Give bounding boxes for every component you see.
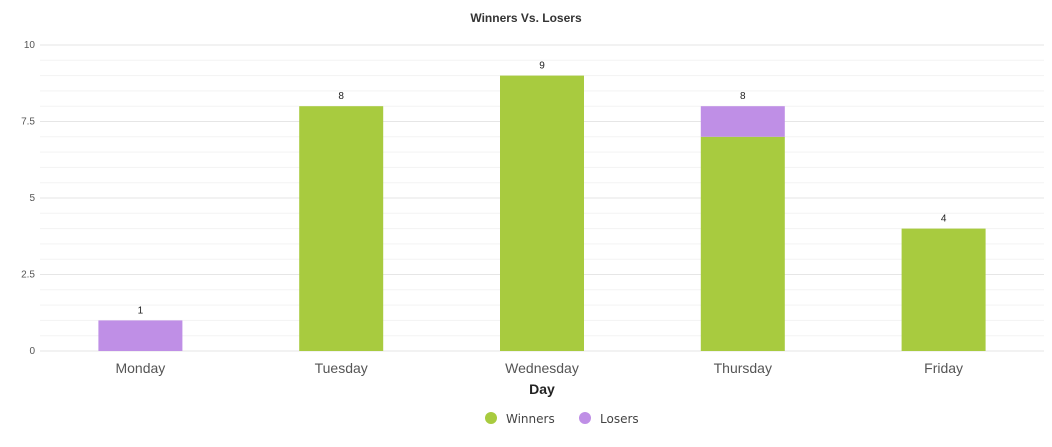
x-tick-label: Tuesday [315,360,368,376]
y-tick-label: 5 [29,193,35,204]
x-axis: Monday Tuesday Wednesday Thursday Friday [115,360,963,376]
x-tick-label: Friday [924,360,963,376]
bar-winners-tuesday[interactable] [299,106,384,351]
bars: 1 8 9 8 4 [98,61,986,351]
bar-winners-wednesday[interactable] [500,75,584,351]
x-tick-label: Wednesday [505,360,579,376]
legend: Winners Losers [485,412,639,426]
data-label-tuesday: 8 [338,91,344,102]
legend-item-winners[interactable]: Winners [485,412,555,426]
bar-winners-friday[interactable] [901,228,986,351]
legend-marker [485,412,497,424]
x-axis-label: Day [529,381,555,397]
legend-label: Losers [600,412,639,426]
legend-marker [579,412,591,424]
legend-label: Winners [506,412,555,426]
data-label-friday: 4 [941,214,947,225]
data-label-monday: 1 [138,305,144,316]
y-tick-label: 10 [24,40,36,51]
bar-losers-thursday[interactable] [700,106,785,137]
chart-title: Winners Vs. Losers [470,11,582,25]
y-axis: 0 2.5 5 7.5 10 [21,40,35,357]
bar-winners-thursday[interactable] [700,136,785,351]
x-tick-label: Monday [115,360,165,376]
y-tick-label: 2.5 [21,270,35,281]
y-tick-label: 0 [29,346,35,357]
data-label-wednesday: 9 [539,61,545,72]
legend-item-losers[interactable]: Losers [579,412,639,426]
data-label-thursday: 8 [740,91,746,102]
x-tick-label: Thursday [714,360,772,376]
bar-losers-monday[interactable] [98,320,183,351]
y-tick-label: 7.5 [21,117,35,128]
